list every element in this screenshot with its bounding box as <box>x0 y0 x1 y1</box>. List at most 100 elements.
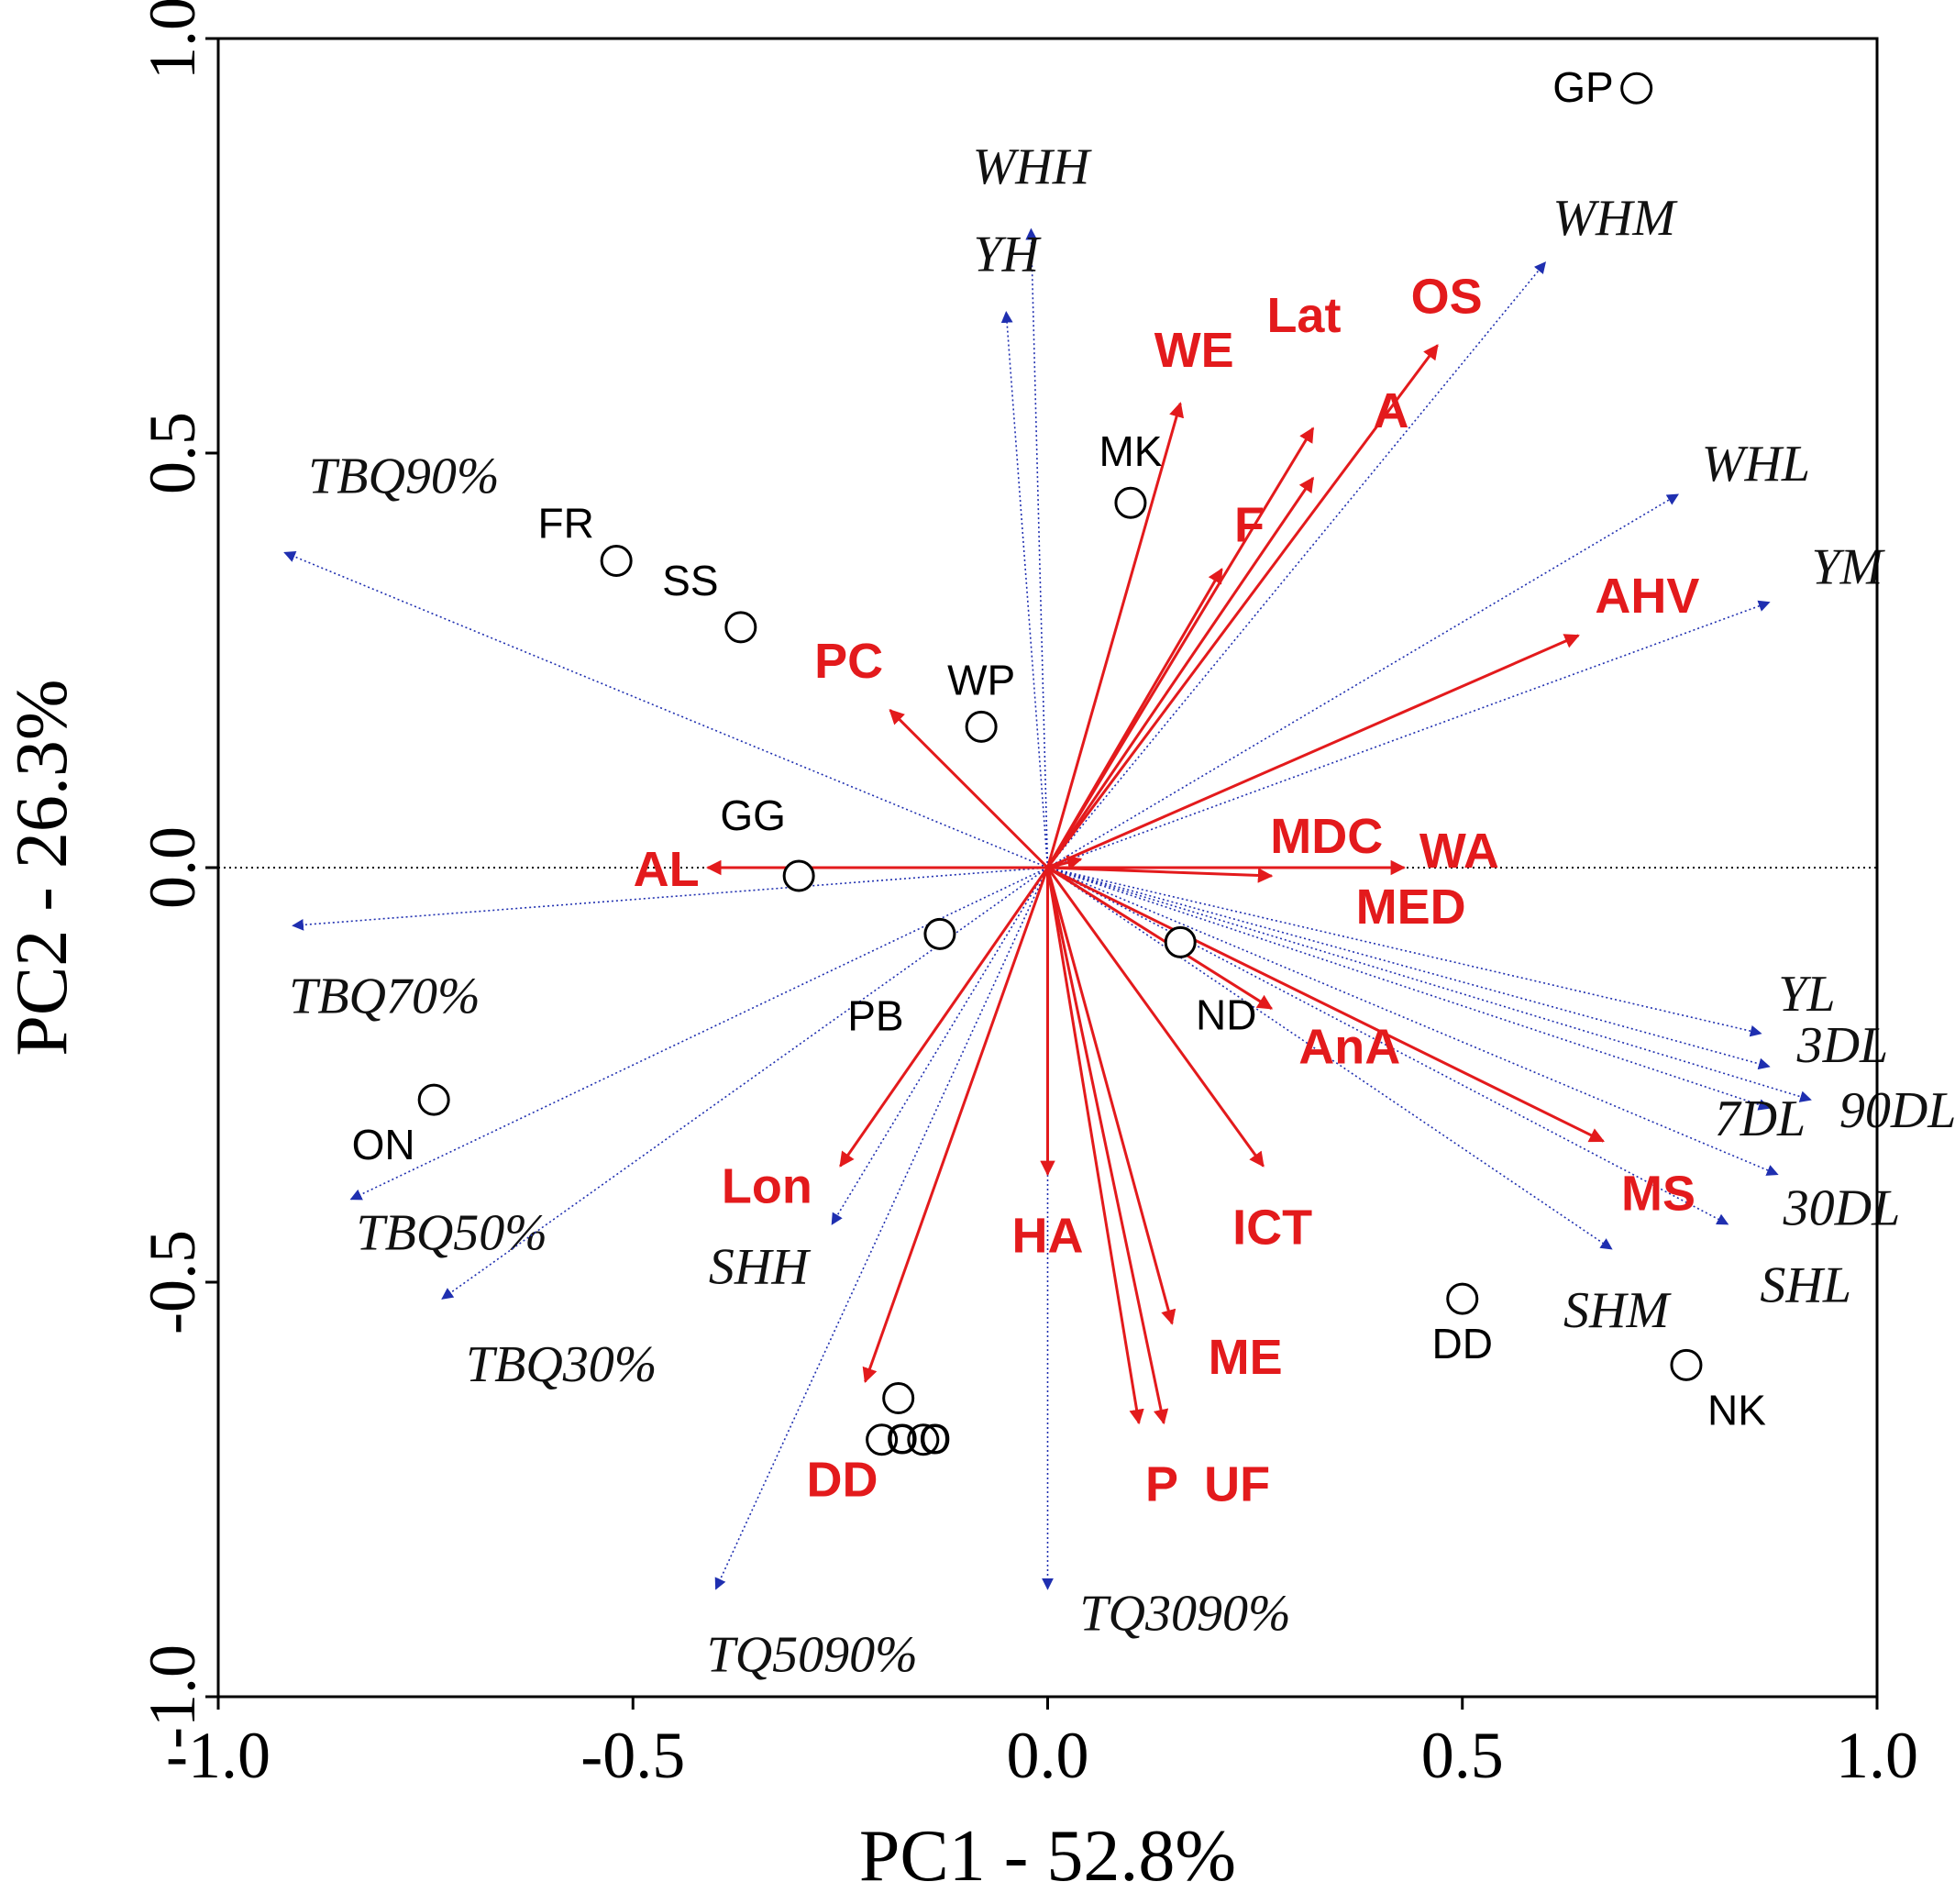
site-label-ss: SS <box>662 557 718 604</box>
site-marker <box>782 859 815 892</box>
site-label-dd: DD <box>1432 1320 1493 1367</box>
env-label-p: P <box>1145 1457 1178 1512</box>
response-vector-shm <box>1047 867 1613 1250</box>
env-vector-uf <box>1046 867 1169 1425</box>
y-tick-label: 0.5 <box>136 412 209 494</box>
response-label-yh: YH <box>973 226 1041 282</box>
env-vector-mdc <box>1047 866 1274 883</box>
axis-ticks-layer: -1.0 -0.5 0.0 0.5 1.0 -1.0 -0.5 0.0 0.5 1.0 <box>136 0 1918 1792</box>
response-label-tbq90pct: TBQ90% <box>308 448 499 504</box>
x-tick-label: 0.5 <box>1421 1719 1504 1792</box>
x-tick-label: 0.0 <box>1007 1719 1089 1792</box>
env-vector-dd <box>862 867 1049 1384</box>
site-label-pb: PB <box>847 991 903 1039</box>
env-label-lon: Lon <box>722 1158 812 1213</box>
env-label-ha: HA <box>1012 1208 1084 1263</box>
response-label-tbq30pct: TBQ30% <box>466 1336 657 1393</box>
site-marker <box>907 1423 940 1456</box>
site-marker <box>1620 72 1653 105</box>
x-axis-label: PC1 - 52.8% <box>859 1816 1236 1897</box>
site-marker <box>882 1382 915 1415</box>
response-vector-shh <box>831 867 1049 1225</box>
env-label-ahv: AHV <box>1595 569 1699 624</box>
site-marker <box>866 1423 899 1456</box>
site-label-fr: FR <box>537 500 593 548</box>
response-label-whm: WHM <box>1552 190 1678 247</box>
env-label-me: ME <box>1209 1330 1283 1385</box>
response-vector-7dl <box>1047 867 1771 1111</box>
site-marker <box>965 710 998 743</box>
site-label-on: ON <box>352 1121 415 1168</box>
env-label-pc: PC <box>814 634 883 689</box>
env-vector-ahv <box>1046 634 1580 869</box>
site-label-nd: ND <box>1196 991 1256 1038</box>
response-vector-whh <box>1025 227 1049 869</box>
env-vector-ana <box>1046 866 1274 1010</box>
env-label-mdc: MDC <box>1270 809 1383 864</box>
response-label-30dl: 30DL <box>1783 1179 1901 1236</box>
env-vector-lon <box>839 867 1049 1168</box>
response-label-tbq50pct: TBQ50% <box>356 1205 547 1262</box>
site-label-oo: OO <box>886 1415 952 1463</box>
response-vector-whl <box>1047 493 1680 869</box>
response-label-shm: SHM <box>1563 1282 1672 1339</box>
response-vector-tbq50pct <box>349 867 1048 1201</box>
response-label-90dl: 90DL <box>1839 1082 1955 1139</box>
site-marker <box>724 611 757 644</box>
env-label-al: AL <box>634 842 700 897</box>
env-vector-p <box>1046 867 1144 1425</box>
env-vector-f <box>1046 568 1223 869</box>
response-label-tbq70pct: TBQ70% <box>289 968 480 1024</box>
response-label-tq3090pct: TQ3090% <box>1079 1585 1290 1642</box>
env-vector-ms <box>1046 866 1605 1143</box>
y-tick-label: 1.0 <box>136 0 209 80</box>
env-vector-med <box>1047 855 1083 870</box>
site-marker <box>1164 925 1197 958</box>
env-label-dd: DD <box>807 1452 878 1507</box>
y-tick-label: -1.0 <box>136 1644 209 1749</box>
env-label-os: OS <box>1411 269 1483 324</box>
env-vector-me <box>1046 867 1176 1325</box>
response-label-3dl: 3DL <box>1796 1017 1889 1074</box>
env-label-lat: Lat <box>1266 288 1341 343</box>
response-label-whl: WHL <box>1702 436 1810 493</box>
env-vector-ict <box>1046 867 1265 1168</box>
response-label-yl: YL <box>1778 966 1835 1023</box>
response-vector-tq5090pct <box>714 867 1049 1590</box>
site-marker <box>1446 1282 1479 1315</box>
response-label-tq5090pct: TQ5090% <box>707 1626 918 1683</box>
response-vector-yl <box>1047 867 1762 1037</box>
site-marker <box>923 917 956 950</box>
env-vector-we <box>1046 402 1185 869</box>
env-label-uf: UF <box>1204 1457 1270 1512</box>
y-tick-label: -0.5 <box>136 1230 209 1334</box>
y-axis-label: PC2 - 26.3% <box>2 679 83 1056</box>
response-label-shh: SHH <box>709 1239 811 1296</box>
x-tick-label: -1.0 <box>166 1719 271 1792</box>
env-label-ict: ICT <box>1232 1200 1312 1255</box>
response-label-whh: WHH <box>973 138 1092 195</box>
response-vector-whm <box>1046 261 1547 869</box>
site-label-mk: MK <box>1099 427 1162 475</box>
site-marker <box>417 1083 450 1116</box>
y-tick-label: 0.0 <box>136 826 209 909</box>
env-vector-os <box>1046 344 1439 869</box>
env-label-med: MED <box>1356 880 1466 935</box>
env-label-we: WE <box>1154 323 1234 378</box>
response-label-shl: SHL <box>1760 1257 1851 1314</box>
sites-layer: GP MK FR SS WP GG PB ND ON DD NK OO <box>352 63 1767 1463</box>
env-label-wa: WA <box>1419 824 1499 879</box>
site-label-gg: GG <box>720 791 786 839</box>
env-label-f: F <box>1234 498 1265 553</box>
env-vector-pc <box>889 709 1049 869</box>
x-tick-label: 1.0 <box>1836 1719 1918 1792</box>
env-label-a: A <box>1373 383 1408 438</box>
site-label-gp: GP <box>1552 63 1613 111</box>
env-vector-a <box>1046 476 1315 869</box>
x-tick-label: -0.5 <box>580 1719 685 1792</box>
env-label-ana: AnA <box>1298 1020 1400 1075</box>
